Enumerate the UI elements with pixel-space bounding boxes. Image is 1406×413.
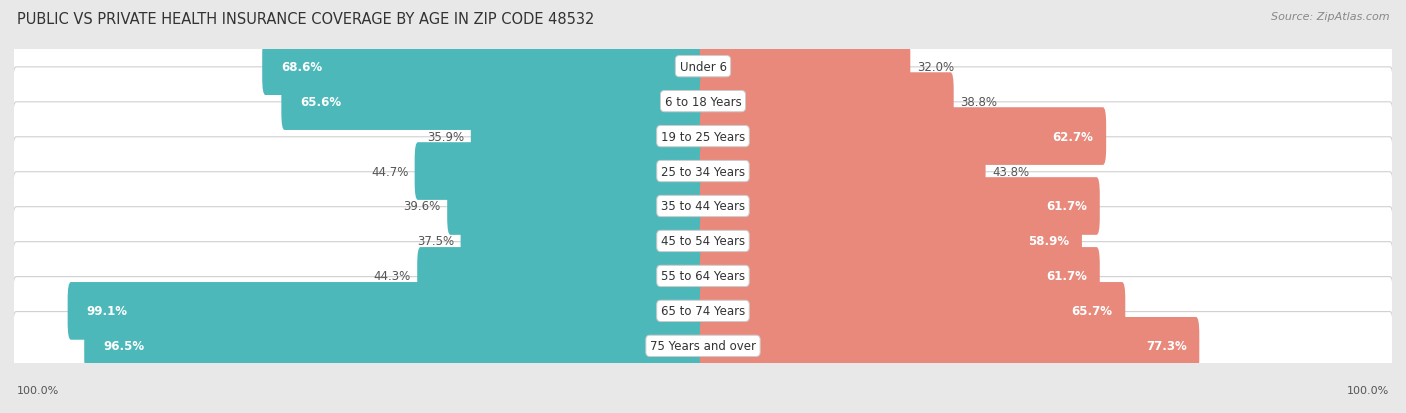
FancyBboxPatch shape: [13, 207, 1393, 275]
Text: 65.6%: 65.6%: [301, 95, 342, 108]
Text: Source: ZipAtlas.com: Source: ZipAtlas.com: [1271, 12, 1389, 22]
Text: 65.7%: 65.7%: [1071, 305, 1112, 318]
Text: 35 to 44 Years: 35 to 44 Years: [661, 200, 745, 213]
Text: 65 to 74 Years: 65 to 74 Years: [661, 305, 745, 318]
FancyBboxPatch shape: [700, 38, 910, 96]
FancyBboxPatch shape: [13, 242, 1393, 311]
Text: 61.7%: 61.7%: [1046, 200, 1087, 213]
FancyBboxPatch shape: [415, 143, 706, 200]
Text: 62.7%: 62.7%: [1053, 130, 1094, 143]
FancyBboxPatch shape: [13, 68, 1393, 136]
FancyBboxPatch shape: [700, 108, 1107, 166]
Text: 6 to 18 Years: 6 to 18 Years: [665, 95, 741, 108]
Text: 68.6%: 68.6%: [281, 61, 322, 74]
Text: 25 to 34 Years: 25 to 34 Years: [661, 165, 745, 178]
FancyBboxPatch shape: [461, 213, 706, 270]
FancyBboxPatch shape: [13, 138, 1393, 206]
FancyBboxPatch shape: [700, 73, 953, 131]
FancyBboxPatch shape: [13, 312, 1393, 380]
Text: Under 6: Under 6: [679, 61, 727, 74]
Text: 96.5%: 96.5%: [104, 339, 145, 352]
FancyBboxPatch shape: [13, 172, 1393, 241]
Text: 39.6%: 39.6%: [404, 200, 441, 213]
Text: 35.9%: 35.9%: [427, 130, 464, 143]
Text: 58.9%: 58.9%: [1028, 235, 1069, 248]
FancyBboxPatch shape: [281, 73, 706, 131]
FancyBboxPatch shape: [67, 282, 706, 340]
FancyBboxPatch shape: [700, 247, 1099, 305]
FancyBboxPatch shape: [700, 213, 1083, 270]
FancyBboxPatch shape: [471, 108, 706, 166]
FancyBboxPatch shape: [700, 317, 1199, 375]
FancyBboxPatch shape: [13, 277, 1393, 345]
Text: 55 to 64 Years: 55 to 64 Years: [661, 270, 745, 283]
Text: 32.0%: 32.0%: [917, 61, 953, 74]
Text: 75 Years and over: 75 Years and over: [650, 339, 756, 352]
FancyBboxPatch shape: [700, 178, 1099, 235]
Text: 100.0%: 100.0%: [17, 385, 59, 395]
FancyBboxPatch shape: [700, 282, 1125, 340]
FancyBboxPatch shape: [13, 33, 1393, 101]
Text: 37.5%: 37.5%: [418, 235, 454, 248]
FancyBboxPatch shape: [700, 143, 986, 200]
Text: 77.3%: 77.3%: [1146, 339, 1187, 352]
FancyBboxPatch shape: [447, 178, 706, 235]
Text: 99.1%: 99.1%: [87, 305, 128, 318]
Text: 45 to 54 Years: 45 to 54 Years: [661, 235, 745, 248]
Text: 100.0%: 100.0%: [1347, 385, 1389, 395]
FancyBboxPatch shape: [13, 102, 1393, 171]
Text: 38.8%: 38.8%: [960, 95, 997, 108]
Text: 44.7%: 44.7%: [371, 165, 408, 178]
Text: 61.7%: 61.7%: [1046, 270, 1087, 283]
FancyBboxPatch shape: [262, 38, 706, 96]
Text: 44.3%: 44.3%: [374, 270, 411, 283]
FancyBboxPatch shape: [418, 247, 706, 305]
Text: 19 to 25 Years: 19 to 25 Years: [661, 130, 745, 143]
Text: PUBLIC VS PRIVATE HEALTH INSURANCE COVERAGE BY AGE IN ZIP CODE 48532: PUBLIC VS PRIVATE HEALTH INSURANCE COVER…: [17, 12, 595, 27]
Text: 43.8%: 43.8%: [993, 165, 1029, 178]
FancyBboxPatch shape: [84, 317, 706, 375]
